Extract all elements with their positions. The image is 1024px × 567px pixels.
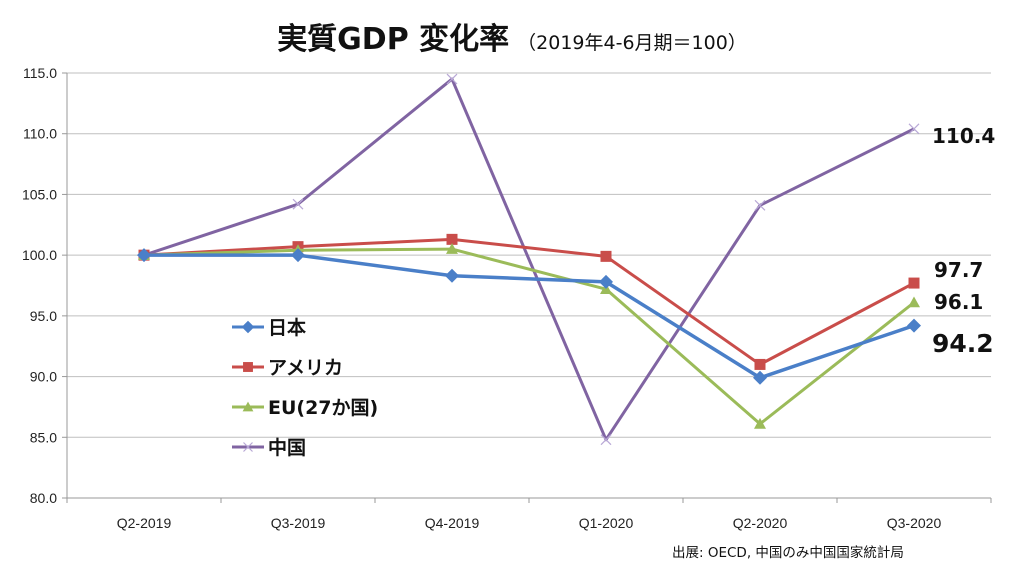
legend-label: 中国	[268, 436, 306, 459]
source-note: 出展: OECD, 中国のみ中国国家統計局	[672, 545, 904, 561]
data-point-triangle	[754, 417, 766, 429]
legend-item: EU(27か国)	[232, 397, 378, 419]
x-stroke	[446, 73, 458, 85]
series-lines	[137, 73, 921, 446]
gridlines	[67, 72, 991, 438]
chart-title: 実質GDP 変化率	[277, 22, 510, 57]
end-label-2: 96.1	[934, 290, 983, 314]
x-stroke	[292, 198, 304, 210]
x-tick-label: Q2-2019	[117, 515, 172, 531]
end-label-1: 97.7	[934, 258, 983, 282]
x-stroke	[600, 434, 612, 446]
y-tick-label: 105.0	[22, 186, 57, 202]
data-point-square	[908, 277, 920, 289]
chart-subtitle: （2019年4-6月期＝100）	[517, 32, 747, 54]
data-point-x	[446, 73, 458, 85]
series-line	[143, 77, 915, 442]
y-tick-label: 115.0	[23, 65, 57, 81]
data-point-diamond	[445, 268, 459, 283]
x-stroke	[754, 199, 766, 211]
x-tick-label: Q3-2019	[271, 515, 326, 531]
data-point-x	[243, 442, 253, 452]
data-point-diamond	[753, 370, 767, 385]
data-point-square	[600, 250, 612, 262]
legend-item: 中国	[232, 436, 306, 459]
data-point-diamond	[907, 318, 921, 333]
legend-item: アメリカ	[232, 357, 343, 379]
x-stroke	[243, 442, 253, 452]
data-point-x	[908, 123, 920, 135]
data-point-x	[754, 199, 766, 211]
y-tick-label: 80.0	[30, 490, 57, 506]
data-point-diamond	[291, 248, 305, 263]
data-point-square	[243, 362, 253, 372]
legend-label: EU(27か国)	[268, 397, 378, 419]
data-point-square	[446, 233, 458, 245]
data-point-square	[754, 358, 766, 370]
end-label-0: 94.2	[932, 329, 994, 358]
y-tick-label: 95.0	[30, 308, 57, 324]
data-point-diamond	[599, 274, 613, 289]
x-stroke	[908, 123, 920, 135]
legend-label: 日本	[268, 316, 306, 339]
end-labels: 94.2 97.7 96.1 110.4	[932, 124, 995, 358]
legend-label: アメリカ	[268, 357, 343, 379]
y-tick-label: 100.0	[22, 247, 57, 263]
y-tick-label: 90.0	[30, 369, 57, 385]
data-point-x	[600, 434, 612, 446]
series-2	[138, 243, 920, 429]
end-label-3: 110.4	[932, 124, 995, 148]
axes: 80.0 85.0 90.0 95.0 100.0 105.0 110.0 115.0 Q2-2…	[22, 65, 992, 531]
data-point-triangle	[908, 296, 920, 308]
chart-title-block: 実質GDP 変化率 （2019年4-6月期＝100）	[0, 14, 1024, 58]
data-point-x	[292, 198, 304, 210]
x-tick-label: Q3-2020	[887, 515, 942, 531]
data-point-triangle	[446, 243, 458, 254]
data-point-diamond	[241, 320, 255, 334]
x-tick-label: Q1-2020	[579, 515, 634, 531]
y-tick-label: 85.0	[30, 429, 57, 445]
series-line	[144, 253, 915, 380]
series-0	[137, 248, 921, 385]
x-tick-label: Q4-2019	[425, 515, 480, 531]
y-tick-label: 110.0	[23, 126, 57, 142]
x-tick-label: Q2-2020	[733, 515, 788, 531]
data-point-triangle	[242, 401, 254, 412]
series-line	[143, 247, 915, 426]
data-point-diamond	[137, 248, 151, 263]
series-line	[143, 237, 915, 366]
legend-item: 日本	[232, 316, 306, 339]
